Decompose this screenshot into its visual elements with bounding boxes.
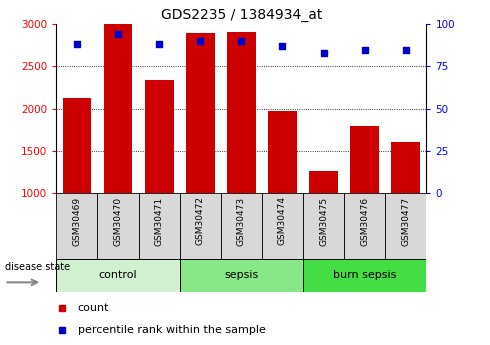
Bar [145,80,173,193]
Bar [180,259,303,292]
Text: GSM30476: GSM30476 [360,196,369,246]
Bar [268,111,297,193]
Point [361,47,368,52]
Bar [303,259,426,292]
Bar [303,193,344,259]
Text: GSM30469: GSM30469 [73,196,81,246]
Text: GSM30470: GSM30470 [114,196,122,246]
Bar [344,193,385,259]
Point [114,31,122,37]
Bar [56,193,98,259]
Text: sepsis: sepsis [224,270,258,280]
Bar [180,193,221,259]
Bar [385,193,426,259]
Text: GSM30472: GSM30472 [196,196,205,246]
Point [278,43,286,49]
Bar [227,32,256,193]
Bar [56,259,180,292]
Text: disease state: disease state [4,262,70,272]
Text: count: count [78,303,109,313]
Point [319,50,327,56]
Bar [350,126,379,193]
Bar [186,32,215,193]
Text: percentile rank within the sample: percentile rank within the sample [78,325,266,335]
Bar [392,142,420,193]
Bar [139,193,180,259]
Point [402,47,410,52]
Bar [103,24,132,193]
Bar [221,193,262,259]
Text: GSM30473: GSM30473 [237,196,246,246]
Bar [98,193,139,259]
Point [196,38,204,44]
Bar [63,98,91,193]
Bar [262,193,303,259]
Text: GSM30477: GSM30477 [401,196,410,246]
Title: GDS2235 / 1384934_at: GDS2235 / 1384934_at [161,8,322,22]
Point [155,42,163,47]
Text: GSM30475: GSM30475 [319,196,328,246]
Text: GSM30471: GSM30471 [155,196,164,246]
Text: control: control [98,270,137,280]
Point [238,38,245,44]
Point [73,42,81,47]
Bar [309,171,338,193]
Text: burn sepsis: burn sepsis [333,270,396,280]
Text: GSM30474: GSM30474 [278,196,287,246]
